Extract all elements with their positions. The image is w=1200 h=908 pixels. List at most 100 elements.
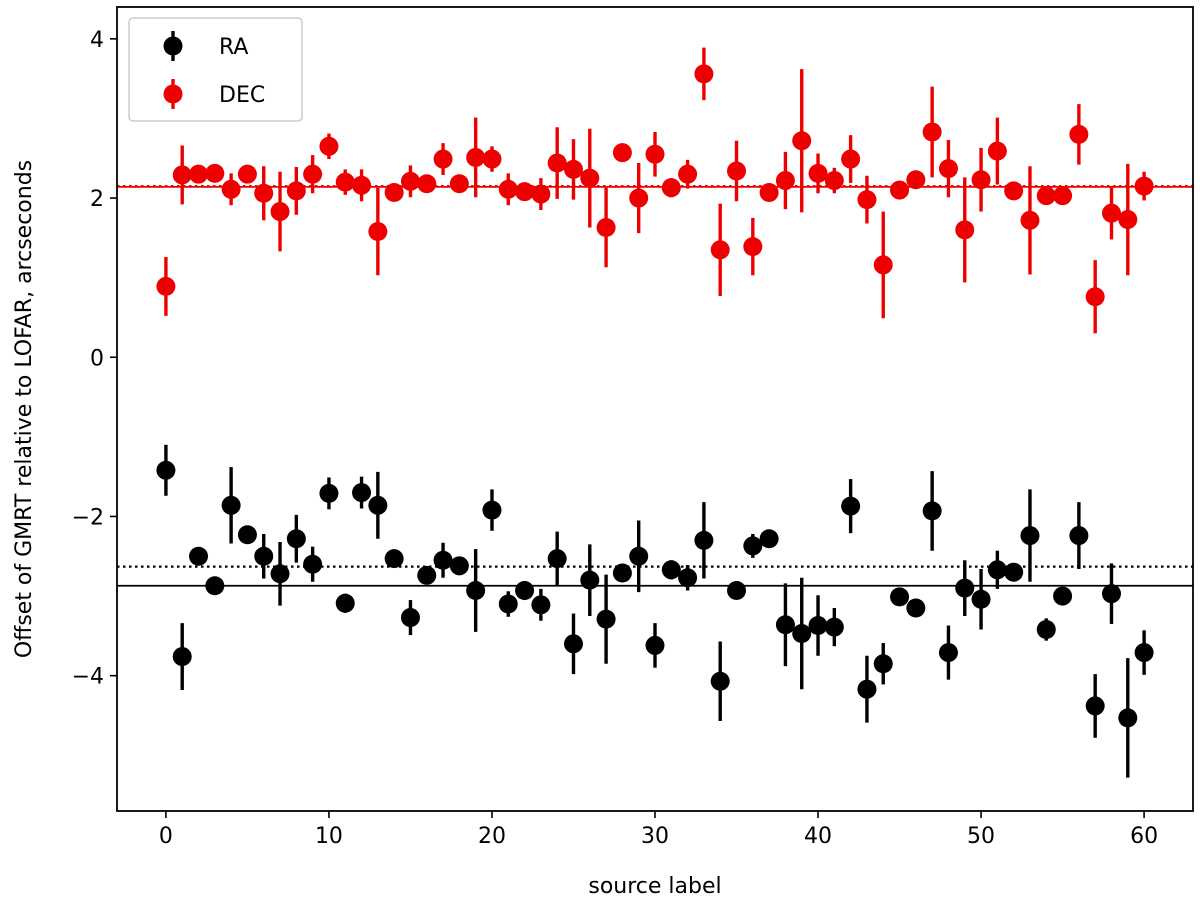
dec-point	[906, 170, 926, 190]
ra-point	[1069, 526, 1089, 546]
ra-point	[792, 623, 812, 643]
chart-marks	[117, 47, 1193, 778]
dec-point	[1020, 210, 1040, 230]
dec-point	[661, 178, 681, 198]
legend-dec-marker	[163, 84, 183, 104]
ra-point	[857, 679, 877, 699]
dec-point	[498, 179, 518, 199]
dec-point	[938, 159, 958, 179]
dec-point	[172, 165, 192, 185]
ra-point	[987, 560, 1007, 580]
ra-point	[1036, 620, 1056, 640]
dec-point	[466, 147, 486, 167]
ra-point	[498, 594, 518, 614]
ra-point	[254, 546, 274, 566]
ra-point	[1085, 696, 1105, 716]
axis-ticks: 0 10 20 30 40 50 60 −4 −2 0 2 4	[72, 28, 1159, 849]
ra-point	[938, 643, 958, 663]
dec-point	[515, 182, 535, 202]
dec-point	[775, 171, 795, 191]
legend-dec-label: DEC	[219, 83, 265, 108]
y-tick-label: 4	[90, 28, 104, 53]
ra-point	[172, 647, 192, 667]
ra-point	[775, 615, 795, 635]
legend-box	[128, 17, 303, 122]
ra-point	[612, 563, 632, 583]
dec-point	[189, 164, 209, 184]
ra-point	[1004, 562, 1024, 582]
dec-point	[352, 175, 372, 195]
ra-point	[466, 580, 486, 600]
dec-point	[482, 149, 502, 169]
ra-point	[482, 500, 502, 520]
dec-point	[629, 188, 649, 208]
ra-point	[352, 483, 372, 503]
dec-point	[400, 171, 420, 191]
dec-point	[694, 64, 714, 84]
ra-point	[531, 595, 551, 615]
dec-point	[1069, 124, 1089, 144]
dec-point	[156, 276, 176, 296]
dec-point	[335, 172, 355, 192]
dec-point	[645, 144, 665, 164]
dec-point	[612, 143, 632, 163]
ra-point	[400, 608, 420, 628]
dec-point	[987, 141, 1007, 161]
ra-point	[270, 564, 290, 584]
ra-point	[694, 530, 714, 550]
ra-point	[1118, 708, 1138, 728]
ra-point	[205, 576, 225, 596]
ra-point	[1101, 584, 1121, 604]
dec-point	[319, 136, 339, 156]
dec-point	[433, 149, 453, 169]
ra-point	[759, 529, 779, 549]
ra-point	[955, 578, 975, 598]
legend-ra-marker	[163, 36, 183, 56]
x-tick-label: 30	[641, 824, 669, 849]
dec-point	[303, 164, 323, 184]
dec-point	[547, 153, 567, 173]
ra-point	[286, 529, 306, 549]
ra-point	[417, 565, 437, 585]
ra-point	[824, 617, 844, 637]
ra-point	[580, 570, 600, 590]
ra-point	[189, 546, 209, 566]
dec-point	[890, 180, 910, 200]
ra-point	[890, 587, 910, 607]
y-tick-label: 0	[90, 346, 104, 371]
x-tick-label: 60	[1130, 824, 1158, 849]
ra-point	[678, 568, 698, 588]
ra-point	[710, 671, 730, 691]
y-tick-label: −4	[72, 665, 104, 690]
dec-point	[580, 168, 600, 188]
dec-point	[922, 122, 942, 142]
y-axis-label: Offset of GMRT relative to LOFAR, arcsec…	[12, 160, 37, 658]
ra-point	[596, 609, 616, 629]
ra-point	[433, 550, 453, 570]
legend: RA DEC	[128, 17, 303, 122]
x-tick-label: 40	[804, 824, 832, 849]
ra-point	[563, 634, 583, 654]
dec-point	[743, 237, 763, 257]
dec-point	[205, 163, 225, 183]
ra-point	[661, 560, 681, 580]
ra-point	[971, 589, 991, 609]
dec-point	[971, 170, 991, 190]
dec-point	[368, 221, 388, 241]
ra-point	[221, 495, 241, 515]
dec-point	[596, 218, 616, 238]
x-tick-label: 50	[967, 824, 995, 849]
ra-point	[1134, 643, 1154, 663]
ra-point	[906, 598, 926, 618]
dec-point	[792, 131, 812, 151]
ra-point	[449, 556, 469, 576]
dec-point	[824, 171, 844, 191]
ra-point	[335, 593, 355, 613]
y-tick-label: 2	[90, 187, 104, 212]
dec-point	[286, 181, 306, 201]
ra-point	[645, 635, 665, 655]
dec-point	[254, 183, 274, 203]
dec-point	[710, 240, 730, 260]
dec-point	[873, 255, 893, 275]
